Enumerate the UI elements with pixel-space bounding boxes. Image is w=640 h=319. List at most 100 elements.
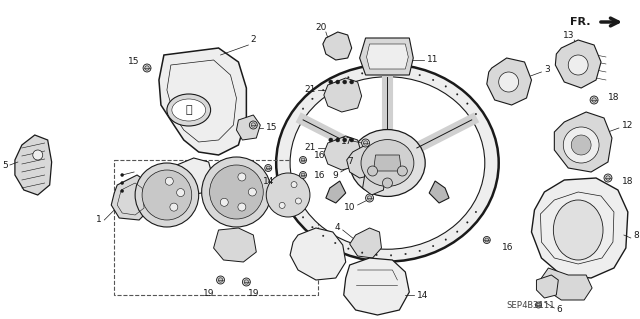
Circle shape [456,231,458,233]
Ellipse shape [290,77,484,249]
Circle shape [291,182,297,188]
Circle shape [301,158,305,162]
Text: 3: 3 [545,65,550,75]
Circle shape [604,174,612,182]
Polygon shape [349,228,381,258]
Text: 14: 14 [262,177,274,187]
Polygon shape [531,178,628,278]
Circle shape [362,72,363,74]
Circle shape [404,253,406,255]
Circle shape [210,165,263,219]
Polygon shape [347,145,378,178]
Circle shape [572,135,591,155]
Text: 19: 19 [248,288,259,298]
Circle shape [499,72,518,92]
Circle shape [419,74,420,76]
Polygon shape [429,181,449,203]
Circle shape [145,66,149,70]
Text: 8: 8 [634,231,639,240]
Circle shape [323,235,324,237]
Circle shape [266,166,270,170]
Circle shape [220,198,228,206]
Circle shape [336,80,340,84]
Text: 12: 12 [622,121,633,130]
Polygon shape [323,32,351,60]
Circle shape [467,103,468,104]
Text: 15: 15 [129,57,140,66]
Text: 14: 14 [417,291,429,300]
Circle shape [419,250,420,252]
Text: 16: 16 [314,170,325,180]
Circle shape [343,80,347,84]
Text: 20: 20 [315,24,326,33]
Circle shape [349,138,354,142]
Circle shape [300,157,307,164]
Circle shape [279,202,285,208]
Polygon shape [536,275,558,298]
Circle shape [343,138,347,142]
Ellipse shape [361,140,414,186]
Text: 9: 9 [332,170,338,180]
Circle shape [390,255,392,256]
Circle shape [433,245,434,247]
Polygon shape [541,268,592,300]
Text: 4: 4 [334,224,340,233]
Text: 18: 18 [622,177,634,187]
Circle shape [329,138,333,142]
Polygon shape [344,258,410,315]
Text: SEP4B3111: SEP4B3111 [507,301,555,310]
Circle shape [248,188,256,196]
Polygon shape [556,40,601,88]
Circle shape [383,178,392,188]
Circle shape [390,70,392,71]
Circle shape [335,82,336,84]
Circle shape [563,127,599,163]
Polygon shape [290,228,346,280]
Polygon shape [374,155,401,171]
Circle shape [348,248,349,249]
Circle shape [121,189,124,192]
Circle shape [329,80,333,84]
Circle shape [121,182,124,184]
Circle shape [312,98,313,100]
Circle shape [266,173,310,217]
Text: 16: 16 [502,243,513,253]
Circle shape [404,71,406,73]
Text: 19: 19 [203,288,214,298]
Circle shape [177,189,184,197]
Circle shape [349,80,354,84]
Circle shape [335,242,336,244]
Circle shape [364,141,368,145]
Circle shape [362,139,369,147]
Polygon shape [159,48,246,155]
Circle shape [590,96,598,104]
Circle shape [216,276,225,284]
Circle shape [336,138,340,142]
Text: 5: 5 [2,160,8,169]
Circle shape [33,150,43,160]
Circle shape [376,254,378,256]
Polygon shape [15,135,52,195]
Circle shape [265,165,272,172]
Text: 11: 11 [427,56,438,64]
Text: 16: 16 [314,152,325,160]
Circle shape [143,64,151,72]
Bar [115,160,318,295]
Circle shape [367,196,372,200]
Circle shape [376,70,378,72]
Circle shape [475,211,477,213]
Text: 21: 21 [305,85,316,94]
Circle shape [165,177,173,185]
Circle shape [568,55,588,75]
Circle shape [397,166,407,176]
Circle shape [251,123,255,127]
Circle shape [301,173,305,177]
Circle shape [300,172,307,179]
Circle shape [445,85,447,87]
Polygon shape [236,115,260,140]
Circle shape [312,226,313,228]
Circle shape [433,79,434,81]
Circle shape [537,303,540,307]
Circle shape [121,174,124,176]
Polygon shape [111,175,149,220]
